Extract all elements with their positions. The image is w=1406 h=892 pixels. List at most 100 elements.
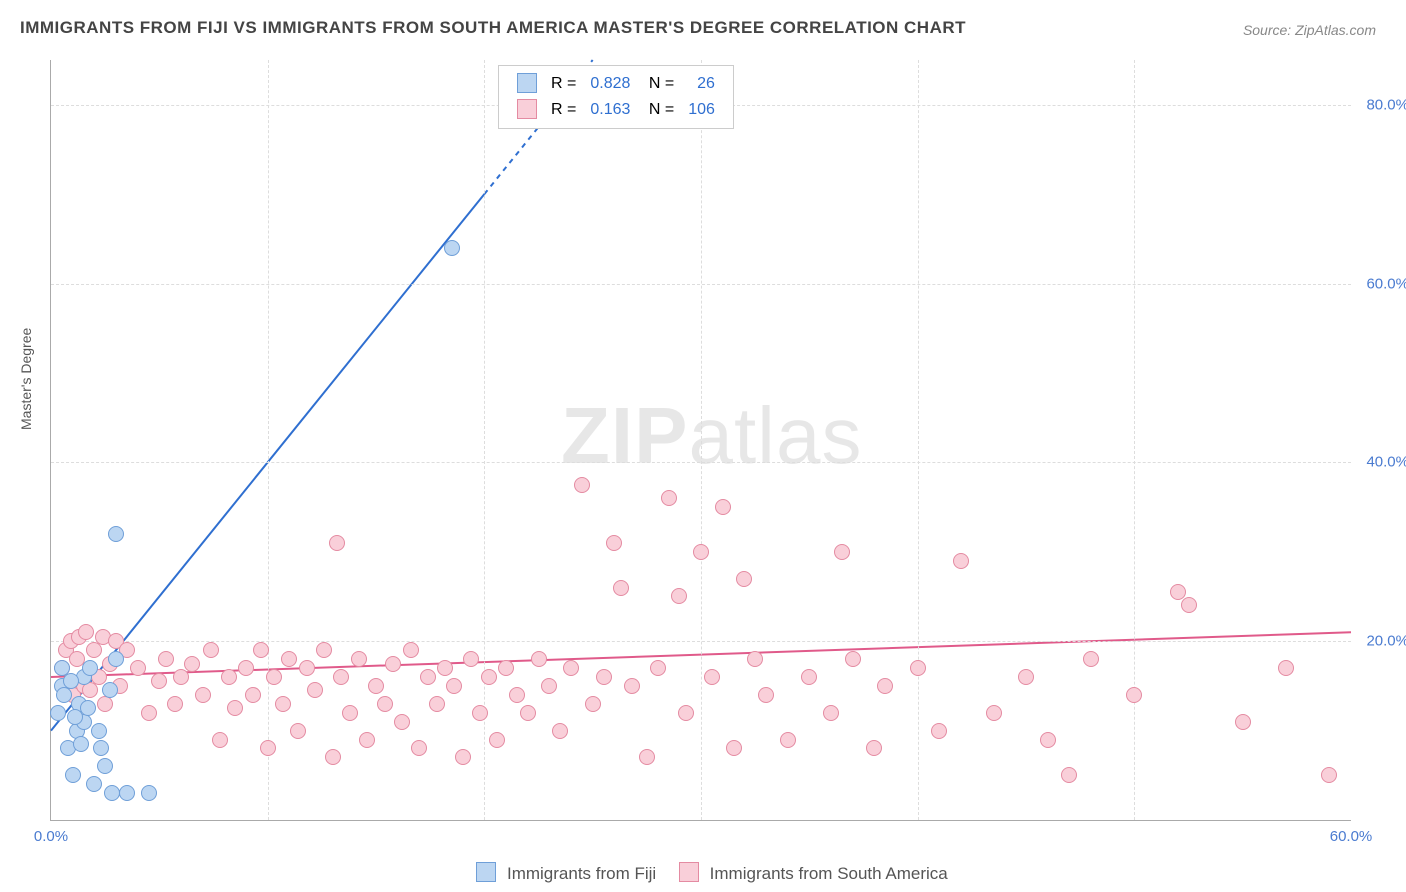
data-point-sa	[455, 749, 471, 765]
source-label: Source: ZipAtlas.com	[1243, 22, 1376, 38]
data-point-sa	[173, 669, 189, 685]
data-point-sa	[221, 669, 237, 685]
data-point-sa	[290, 723, 306, 739]
data-point-sa	[325, 749, 341, 765]
data-point-sa	[463, 651, 479, 667]
legend-label-sa: Immigrants from South America	[710, 864, 948, 883]
data-point-sa	[245, 687, 261, 703]
data-point-sa	[661, 490, 677, 506]
data-point-sa	[650, 660, 666, 676]
data-point-fiji	[63, 673, 79, 689]
data-point-sa	[736, 571, 752, 587]
data-point-sa	[481, 669, 497, 685]
data-point-sa	[429, 696, 445, 712]
data-point-fiji	[97, 758, 113, 774]
data-point-sa	[377, 696, 393, 712]
data-point-sa	[866, 740, 882, 756]
data-point-fiji	[93, 740, 109, 756]
data-point-sa	[678, 705, 694, 721]
y-axis-label: Master's Degree	[18, 328, 34, 430]
data-point-sa	[1061, 767, 1077, 783]
data-point-sa	[227, 700, 243, 716]
data-point-fiji	[104, 785, 120, 801]
data-point-sa	[596, 669, 612, 685]
data-point-sa	[275, 696, 291, 712]
data-point-sa	[158, 651, 174, 667]
data-point-sa	[877, 678, 893, 694]
data-point-sa	[420, 669, 436, 685]
data-point-sa	[151, 673, 167, 689]
data-point-sa	[316, 642, 332, 658]
data-point-sa	[1278, 660, 1294, 676]
data-point-sa	[307, 682, 323, 698]
chart-title: IMMIGRANTS FROM FIJI VS IMMIGRANTS FROM …	[20, 18, 966, 38]
data-point-sa	[266, 669, 282, 685]
data-point-fiji	[444, 240, 460, 256]
data-point-sa	[203, 642, 219, 658]
data-point-sa	[747, 651, 763, 667]
data-point-sa	[281, 651, 297, 667]
data-point-fiji	[50, 705, 66, 721]
data-point-sa	[253, 642, 269, 658]
data-point-sa	[520, 705, 536, 721]
data-point-sa	[531, 651, 547, 667]
data-point-fiji	[108, 651, 124, 667]
data-point-sa	[342, 705, 358, 721]
data-point-sa	[299, 660, 315, 676]
data-point-sa	[238, 660, 254, 676]
data-point-sa	[552, 723, 568, 739]
data-point-fiji	[73, 736, 89, 752]
data-point-sa	[1018, 669, 1034, 685]
legend-swatch-fiji	[476, 862, 496, 882]
data-point-sa	[1126, 687, 1142, 703]
stats-box: R =0.828 N =26R =0.163 N =106	[498, 65, 734, 129]
data-point-sa	[437, 660, 453, 676]
legend-label-fiji: Immigrants from Fiji	[507, 864, 656, 883]
data-point-fiji	[119, 785, 135, 801]
data-point-sa	[1040, 732, 1056, 748]
data-point-sa	[953, 553, 969, 569]
data-point-sa	[78, 624, 94, 640]
data-point-sa	[845, 651, 861, 667]
legend: Immigrants from Fiji Immigrants from Sou…	[0, 862, 1406, 884]
y-tick-label: 20.0%	[1366, 633, 1406, 650]
data-point-sa	[130, 660, 146, 676]
data-point-sa	[704, 669, 720, 685]
data-point-sa	[624, 678, 640, 694]
data-point-sa	[489, 732, 505, 748]
data-point-sa	[509, 687, 525, 703]
data-point-sa	[212, 732, 228, 748]
data-point-sa	[726, 740, 742, 756]
data-point-fiji	[80, 700, 96, 716]
data-point-sa	[801, 669, 817, 685]
data-point-sa	[606, 535, 622, 551]
data-point-sa	[359, 732, 375, 748]
data-point-sa	[780, 732, 796, 748]
data-point-fiji	[108, 526, 124, 542]
x-tick-label: 0.0%	[34, 828, 68, 845]
y-tick-label: 40.0%	[1366, 454, 1406, 471]
x-tick-label: 60.0%	[1330, 828, 1373, 845]
data-point-sa	[823, 705, 839, 721]
data-point-sa	[167, 696, 183, 712]
data-point-sa	[446, 678, 462, 694]
data-point-sa	[1321, 767, 1337, 783]
data-point-sa	[1181, 597, 1197, 613]
data-point-sa	[563, 660, 579, 676]
data-point-fiji	[82, 660, 98, 676]
data-point-sa	[715, 499, 731, 515]
data-point-sa	[368, 678, 384, 694]
data-point-sa	[472, 705, 488, 721]
data-point-sa	[1235, 714, 1251, 730]
data-point-sa	[403, 642, 419, 658]
data-point-sa	[141, 705, 157, 721]
y-tick-label: 80.0%	[1366, 96, 1406, 113]
data-point-sa	[693, 544, 709, 560]
data-point-sa	[1083, 651, 1099, 667]
data-point-sa	[986, 705, 1002, 721]
data-point-sa	[671, 588, 687, 604]
data-point-sa	[351, 651, 367, 667]
data-point-sa	[195, 687, 211, 703]
data-point-sa	[498, 660, 514, 676]
data-point-fiji	[65, 767, 81, 783]
